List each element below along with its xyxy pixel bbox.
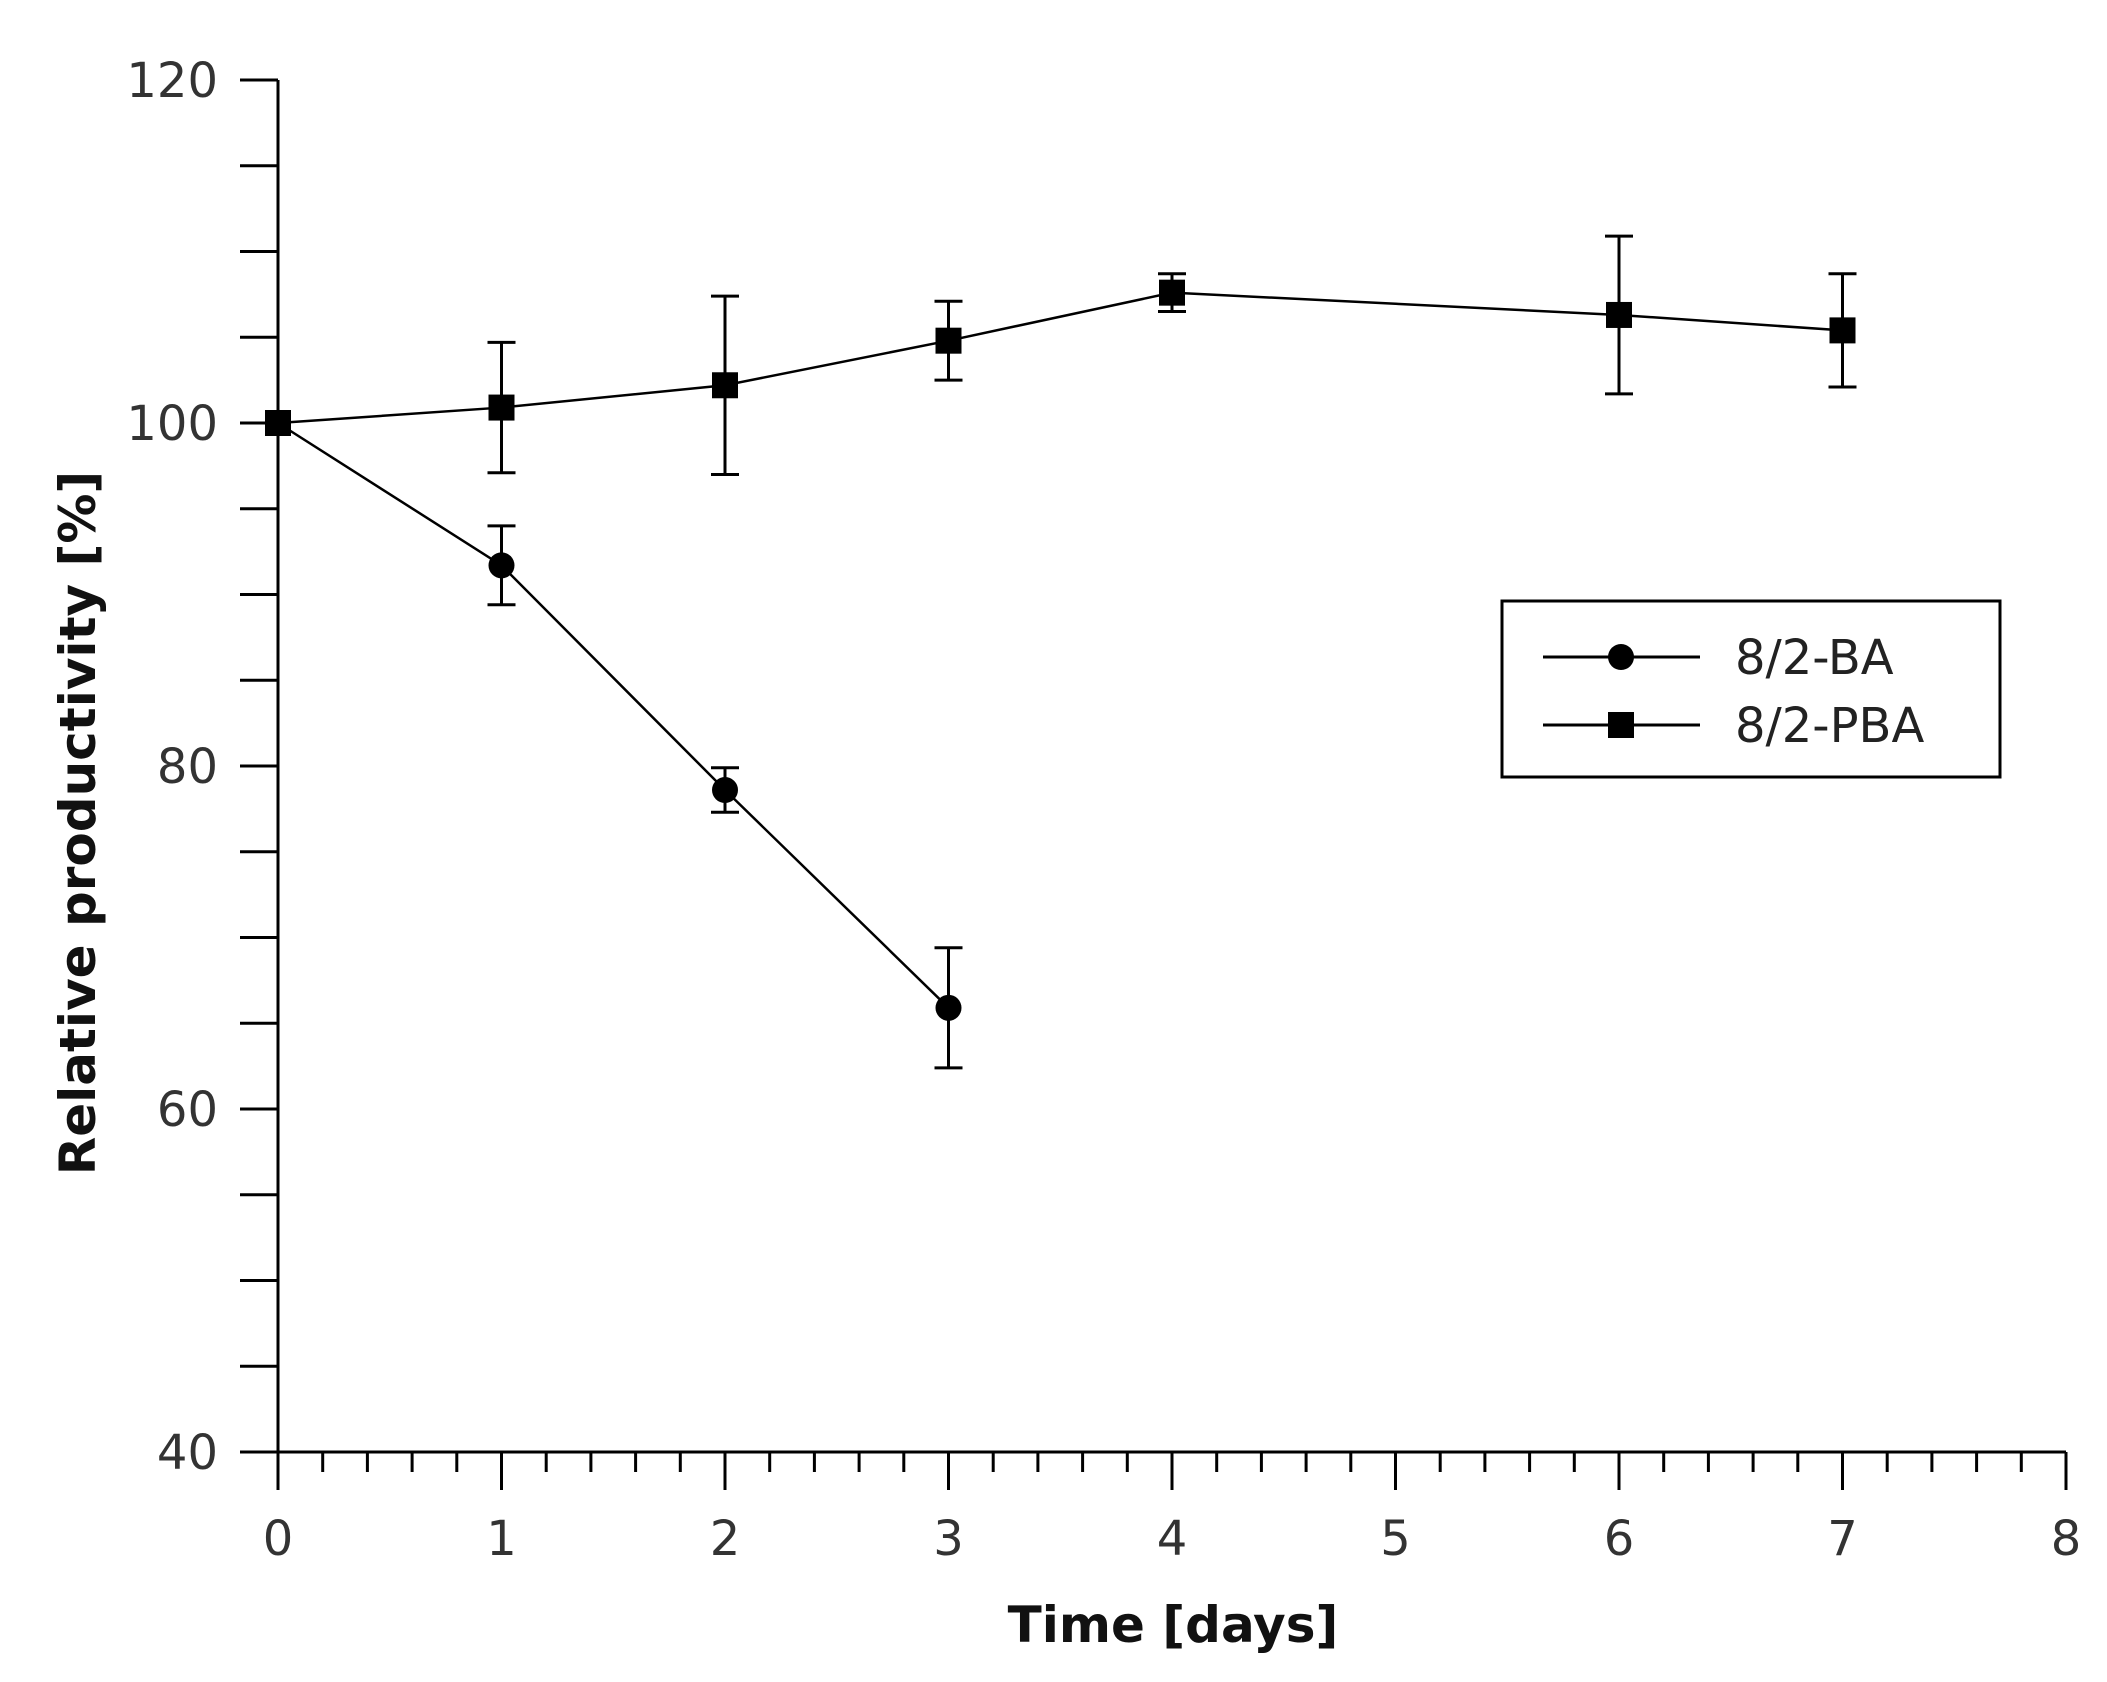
y-tick-label: 100 [126,396,218,452]
x-tick-label: 5 [1380,1511,1411,1567]
x-tick-label: 8 [2051,1511,2082,1567]
x-tick-label: 1 [486,1511,517,1567]
data-point [488,552,515,579]
legend-label-ba: 8/2-BA [1735,630,1894,686]
y-tick-label: 60 [157,1082,218,1138]
data-point [488,394,515,421]
legend-label-pba: 8/2-PBA [1735,698,1924,754]
x-axis-title: Time [days] [1008,1596,1339,1654]
data-point [935,327,962,354]
y-axis-title: Relative productivity [%] [49,471,107,1176]
data-point [1829,317,1856,344]
x-tick-label: 7 [1827,1511,1858,1567]
data-point [1606,301,1632,328]
x-tick-label: 3 [933,1511,964,1567]
legend-box [1500,599,2002,779]
y-tick-label: 120 [126,53,218,109]
series-line [277,421,950,1009]
series-8/2-PBA [265,234,1857,476]
y-tick-label: 40 [157,1425,218,1481]
x-tick-label: 6 [1604,1511,1635,1567]
y-tick-label: 80 [157,739,218,795]
legend-marker-pba [1608,712,1634,738]
axes: 0 1 2 3 4 5 6 7 8 40 60 80 100 120 [126,53,2081,1567]
series-group [265,234,1857,1070]
legend-marker-ba [1608,644,1634,670]
data-point [935,994,962,1021]
x-tick-label: 0 [263,1511,294,1567]
x-tick-label: 4 [1157,1511,1188,1567]
data-point [712,372,738,399]
series-8/2-BA [265,410,963,1070]
data-point [712,777,738,804]
legend: 8/2-BA 8/2-PBA [1500,599,2002,779]
data-point [1159,279,1185,306]
data-point [265,410,291,436]
x-tick-label: 2 [710,1511,741,1567]
